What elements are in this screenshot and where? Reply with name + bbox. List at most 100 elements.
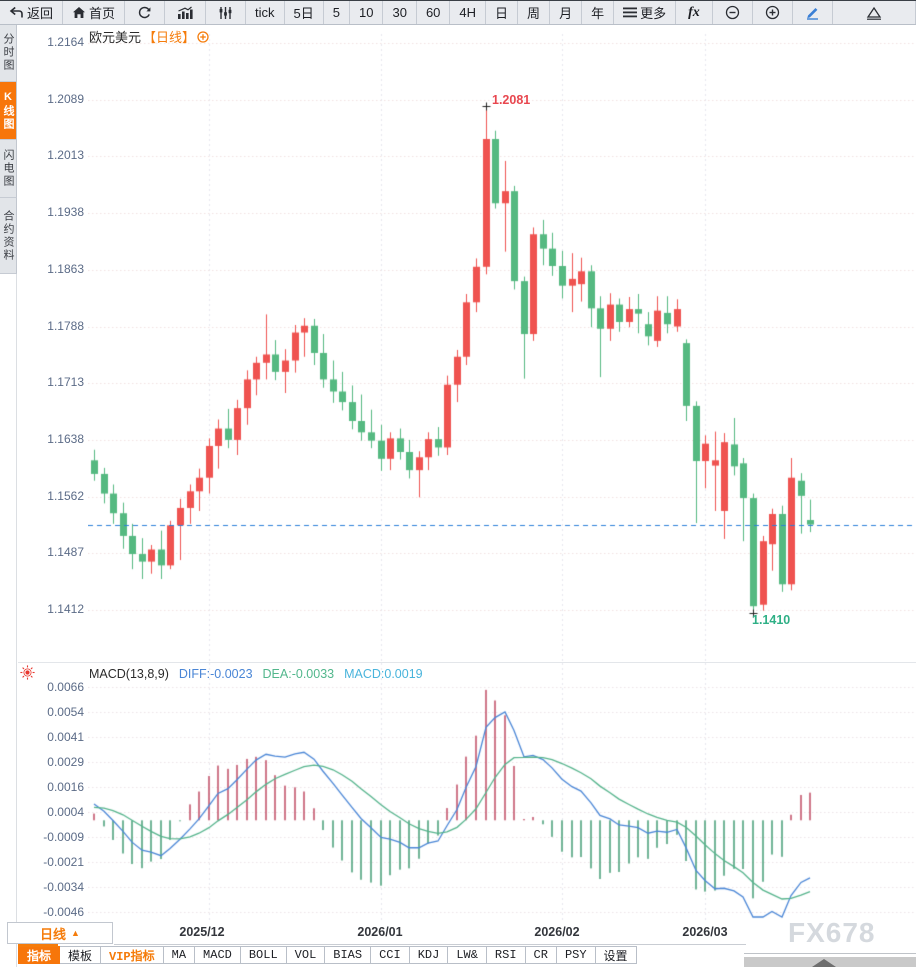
period-tick-button[interactable]: tick — [246, 1, 285, 24]
tab-cci[interactable]: CCI — [371, 946, 410, 964]
period-selector-label: 日线 — [40, 926, 67, 942]
tab-macd[interactable]: MACD — [195, 946, 241, 964]
period-10min-button[interactable]: 10 — [350, 1, 384, 24]
macd-diff-value: DIFF:-0.0023 — [178, 667, 253, 681]
macd-axis-label: 0.0004 — [47, 805, 84, 819]
macd-axis-label: 0.0016 — [47, 780, 84, 794]
candlestick-chart-canvas[interactable] — [88, 24, 916, 663]
zoom-in-button[interactable] — [753, 1, 793, 24]
price-axis-label: 1.2164 — [47, 35, 84, 49]
fx678-watermark: FX678 — [788, 917, 876, 948]
tab-bias[interactable]: BIAS — [325, 946, 372, 964]
price-axis-label: 1.1562 — [47, 489, 84, 503]
high-price-annotation: 1.2081 — [492, 93, 531, 107]
x-axis-line — [114, 944, 746, 945]
macd-axis-label: 0.0041 — [47, 730, 84, 744]
period-week-button[interactable]: 周 — [518, 1, 551, 24]
tab-boll[interactable]: BOLL — [240, 946, 287, 964]
sidebar-item-lightning-chart[interactable]: 闪电图 — [0, 140, 17, 198]
period-5day-label: 5日 — [293, 6, 314, 21]
more-button[interactable]: 更多 — [614, 1, 677, 24]
period-year-label: 年 — [591, 6, 605, 21]
menu-icon — [623, 7, 638, 18]
indicator-settings-button[interactable] — [20, 665, 35, 685]
panel-separator — [18, 662, 916, 663]
tab-cr[interactable]: CR — [525, 946, 557, 964]
period-5min-button[interactable]: 5 — [324, 1, 350, 24]
home-icon — [73, 7, 86, 18]
tab-kdj[interactable]: KDJ — [409, 946, 449, 964]
tab-psy[interactable]: PSY — [556, 946, 596, 964]
macd-bar-value: MACD:0.0019 — [344, 667, 423, 681]
sidebar-filler — [0, 274, 17, 967]
back-button[interactable]: 返回 — [0, 1, 64, 24]
panel-resize-handle[interactable] — [744, 957, 916, 967]
period-30min-button[interactable]: 30 — [383, 1, 417, 24]
macd-chart-canvas[interactable] — [88, 663, 916, 921]
x-axis-label-feb: 2026/02 — [534, 925, 580, 939]
tab-template[interactable]: 模板 — [60, 946, 102, 964]
macd-axis-label: -0.0034 — [43, 880, 84, 894]
macd-dea-value: DEA:-0.0033 — [262, 667, 335, 681]
zoom-out-button[interactable] — [713, 1, 753, 24]
symbol-name: 欧元美元 — [89, 30, 142, 45]
indicator-formula-button[interactable]: fx — [676, 1, 713, 24]
macd-axis-label: 0.0029 — [47, 755, 84, 769]
indicator-tab-bar: 指标 模板 VIP指标 MA MACD BOLL VOL BIAS CCI KD… — [18, 946, 637, 964]
tab-settings[interactable]: 设置 — [595, 946, 637, 964]
home-button[interactable]: 首页 — [63, 1, 126, 24]
macd-name: MACD(13,8,9) — [89, 667, 169, 681]
triangle-icon — [866, 6, 882, 20]
bar-chart-button[interactable] — [165, 1, 207, 24]
period-year-button[interactable]: 年 — [582, 1, 615, 24]
circle-plus-icon[interactable] — [197, 30, 209, 43]
period-5min-label: 5 — [332, 5, 340, 20]
price-axis-label: 1.1487 — [47, 545, 84, 559]
price-axis-label: 1.1863 — [47, 262, 84, 276]
tab-indicator[interactable]: 指标 — [18, 946, 61, 964]
sidebar-item-contract-info[interactable]: 合约资料 — [0, 198, 17, 274]
candlestick-sliders-icon — [219, 6, 232, 19]
low-price-annotation: 1.1410 — [752, 613, 791, 627]
period-60min-label: 60 — [425, 5, 441, 20]
period-week-label: 周 — [527, 6, 541, 21]
refresh-button[interactable] — [125, 1, 166, 24]
chevron-up-icon: ▲ — [71, 928, 80, 938]
zoom-in-icon — [765, 5, 779, 20]
macd-axis-label: 0.0066 — [47, 680, 84, 694]
period-60min-button[interactable]: 60 — [417, 1, 451, 24]
period-day-label: 日 — [495, 6, 509, 21]
kline-settings-button[interactable] — [206, 1, 247, 24]
period-selector[interactable]: 日线 ▲ — [7, 922, 113, 944]
period-4h-button[interactable]: 4H — [450, 1, 487, 24]
sidebar-item-kline-chart[interactable]: K线图 — [0, 82, 17, 140]
tab-rsi[interactable]: RSI — [486, 946, 526, 964]
macd-axis-label: 0.0054 — [47, 705, 84, 719]
price-axis-label: 1.1788 — [47, 319, 84, 333]
tab-vip-indicator[interactable]: VIP指标 — [101, 946, 164, 964]
home-button-label: 首页 — [89, 6, 116, 21]
top-toolbar: 返回 首页 tick 5日 5 10 30 60 4H 日 周 月 年 更多 f… — [0, 1, 916, 25]
bar-chart-icon — [178, 6, 193, 19]
back-button-label: 返回 — [27, 6, 54, 21]
x-axis-label-jan: 2026/01 — [357, 925, 403, 939]
macd-axis-label: -0.0046 — [43, 905, 84, 919]
tab-vol[interactable]: VOL — [286, 946, 326, 964]
period-day-button[interactable]: 日 — [486, 1, 519, 24]
price-axis-label: 1.2089 — [47, 92, 84, 106]
price-axis-label: 1.1938 — [47, 205, 84, 219]
period-month-button[interactable]: 月 — [550, 1, 583, 24]
draw-shape-button[interactable] — [833, 1, 916, 24]
tab-ma[interactable]: MA — [163, 946, 196, 964]
period-tick-label: tick — [255, 5, 275, 20]
period-5day-button[interactable]: 5日 — [285, 1, 324, 24]
zoom-out-icon — [725, 5, 739, 20]
draw-line-button[interactable] — [793, 1, 833, 24]
period-4h-label: 4H — [459, 5, 477, 20]
x-axis-label-mar: 2026/03 — [682, 925, 728, 939]
period-10min-label: 10 — [359, 5, 374, 20]
sun-icon — [20, 665, 35, 680]
resize-up-arrow-icon — [812, 959, 836, 967]
sidebar-item-time-chart[interactable]: 分时图 — [0, 24, 17, 82]
tab-lwr[interactable]: LW& — [448, 946, 487, 964]
